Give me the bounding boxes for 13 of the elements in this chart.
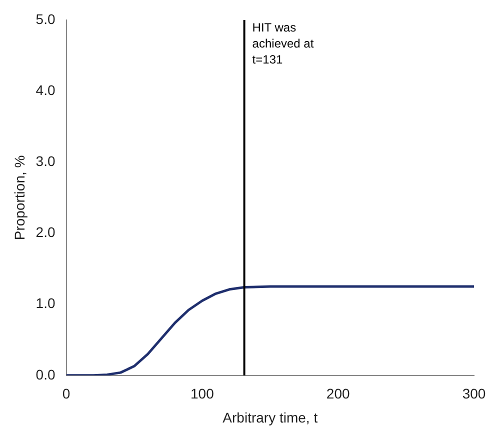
x-axis-title: Arbitrary time, t (222, 409, 318, 426)
y-tick-label: 1.0 (36, 295, 56, 312)
y-tick-label: 0.0 (36, 366, 56, 382)
y-axis-title: Proportion, % (11, 155, 28, 240)
y-tick-label: 2.0 (36, 224, 56, 240)
y-tick-label: 4.0 (36, 82, 56, 98)
x-tick-label: 300 (462, 386, 486, 402)
x-tick-label: 0 (62, 386, 70, 402)
y-tick-label: 3.0 (36, 153, 56, 170)
y-tick-label: 5.0 (36, 10, 56, 27)
x-tick-label: 200 (326, 386, 350, 402)
x-tick-label: 100 (190, 386, 214, 402)
ref-line-label: HIT was achieved at t=131 (252, 20, 314, 66)
